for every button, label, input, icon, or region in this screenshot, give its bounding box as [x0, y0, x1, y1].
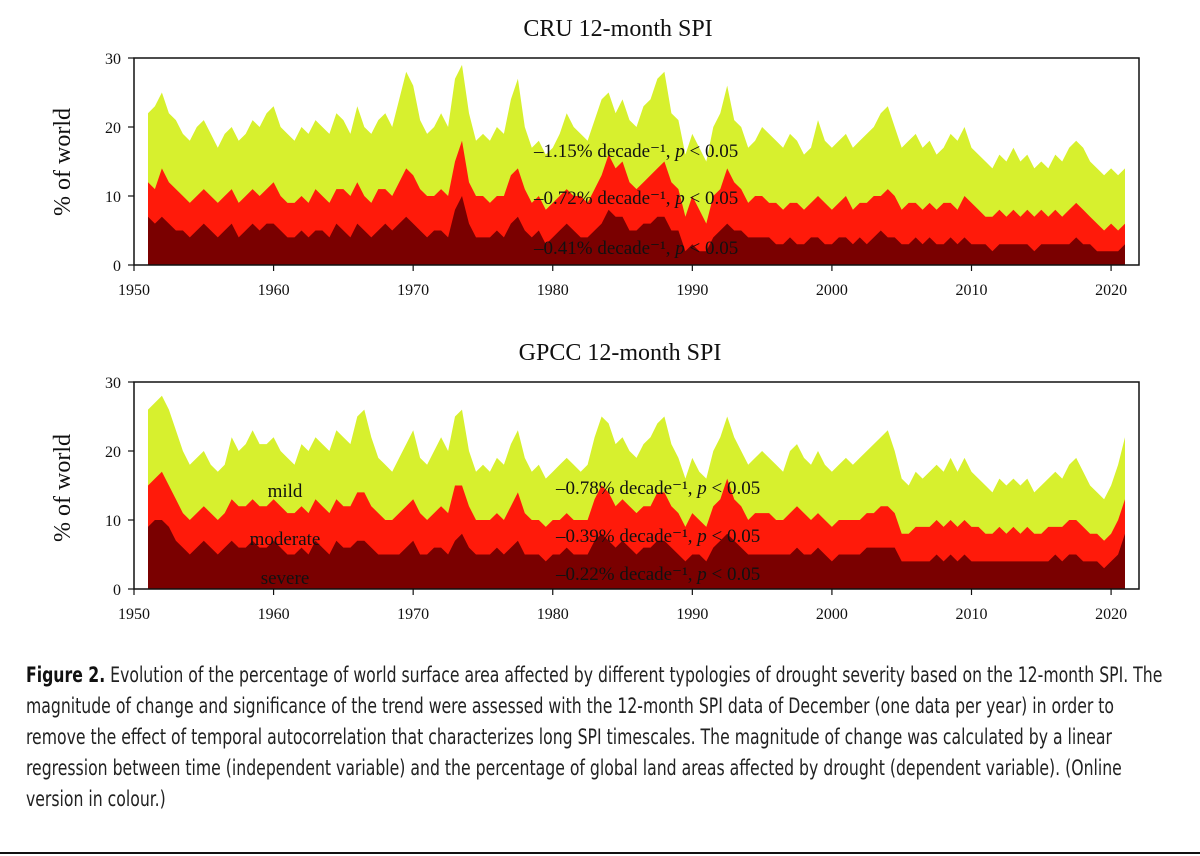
trend-annotation-mild: –0.78% decade⁻¹, p < 0.05	[555, 478, 760, 499]
x-tick-label: 2000	[816, 606, 848, 623]
annotation-layer: –0.78% decade⁻¹, p < 0.05 –0.39% decade⁻¹…	[555, 478, 760, 585]
trend-annotation-mild: –1.15% decade⁻¹, p < 0.05	[533, 141, 738, 162]
plot-frame	[133, 57, 1140, 266]
series-area-severe	[148, 196, 1125, 265]
legend-label-severe: severe	[261, 568, 310, 589]
legend-label-moderate: moderate	[250, 529, 321, 550]
caption-text: Evolution of the percentage of world sur…	[26, 663, 1163, 811]
y-tick-label: 30	[105, 51, 121, 68]
x-tick-label: 2010	[956, 282, 988, 299]
y-tick-label: 20	[105, 120, 121, 137]
x-tick-label: 2020	[1095, 606, 1127, 623]
x-tick-label: 1950	[118, 282, 150, 299]
y-tick-label: 0	[113, 582, 121, 599]
x-tick-label: 1960	[258, 606, 290, 623]
x-tick-label: 1980	[537, 606, 569, 623]
y-tick-label: 0	[113, 258, 121, 275]
trend-annotation-severe: –0.22% decade⁻¹, p < 0.05	[555, 564, 760, 585]
x-tick-label: 1980	[537, 282, 569, 299]
y-axis-label: % of world	[50, 108, 76, 216]
plot-frame	[133, 381, 1140, 590]
series-layer	[148, 395, 1125, 589]
panel-title: CRU 12-month SPI	[523, 16, 712, 42]
axis-layer: 1950 1960 1970 1980 1990 2000 2010 2020 0 10 20 30	[105, 51, 1127, 299]
y-tick-label: 10	[105, 513, 121, 530]
x-tick-label: 2000	[816, 282, 848, 299]
trend-annotation-moderate: –0.72% decade⁻¹, p < 0.05	[533, 188, 738, 209]
series-area-severe	[148, 520, 1125, 589]
panel-cru: CRU 12-month SPI % of world –1.15% decad…	[50, 16, 1140, 299]
x-tick-label: 1990	[676, 606, 708, 623]
legend-label-mild: mild	[268, 481, 303, 502]
x-tick-label: 1970	[397, 606, 429, 623]
panel-gpcc: GPCC 12-month SPI % of world –0.78% deca…	[50, 340, 1140, 623]
y-tick-label: 30	[105, 375, 121, 392]
caption-label: Figure 2.	[26, 663, 106, 687]
y-tick-label: 10	[105, 189, 121, 206]
x-tick-label: 1950	[118, 606, 150, 623]
figure-canvas: CRU 12-month SPI % of world –1.15% decad…	[50, 16, 1140, 623]
x-tick-label: 1970	[397, 282, 429, 299]
x-tick-label: 2010	[956, 606, 988, 623]
x-tick-label: 1960	[258, 282, 290, 299]
y-tick-label: 20	[105, 444, 121, 461]
annotation-layer: –1.15% decade⁻¹, p < 0.05 –0.72% decade⁻¹…	[533, 141, 738, 259]
figure-caption: Figure 2. Evolution of the percentage of…	[26, 660, 1178, 815]
trend-annotation-severe: –0.41% decade⁻¹, p < 0.05	[533, 238, 738, 259]
panel-title: GPCC 12-month SPI	[519, 340, 722, 366]
trend-annotation-moderate: –0.39% decade⁻¹, p < 0.05	[555, 526, 760, 547]
bottom-rule	[0, 852, 1200, 854]
legend-layer: mild moderate severe	[250, 481, 321, 589]
x-tick-label: 2020	[1095, 282, 1127, 299]
series-layer	[148, 64, 1125, 266]
axis-layer: 1950 1960 1970 1980 1990 2000 2010 2020 0 10 20 30	[105, 375, 1127, 623]
y-axis-label: % of world	[50, 434, 76, 542]
x-tick-label: 1990	[676, 282, 708, 299]
